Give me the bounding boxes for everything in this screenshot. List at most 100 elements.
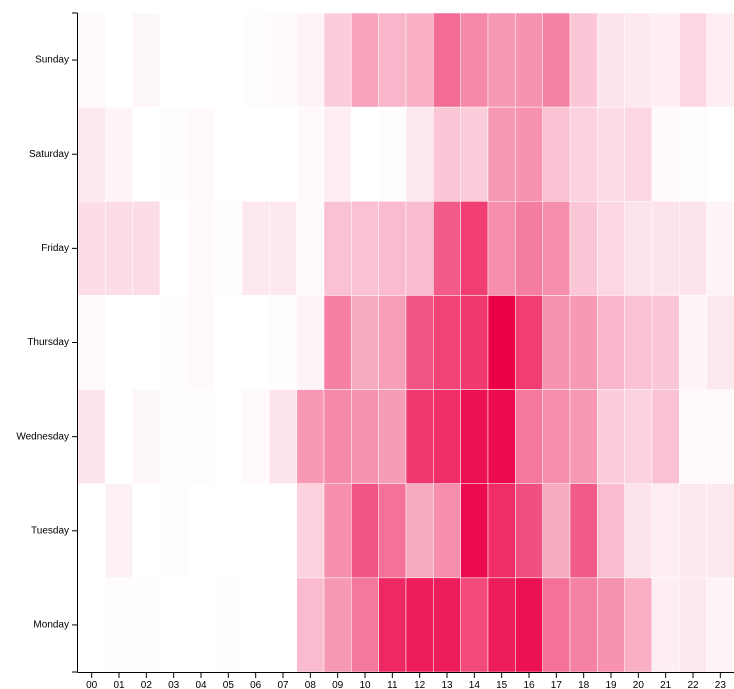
heatmap-cell-thursday-07 [269,295,297,390]
x-tick-label: 21 [660,680,672,689]
heatmap-cell-tuesday-09 [323,483,352,579]
heatmap-cell-thursday-03 [159,295,188,390]
x-tick-label: 19 [605,680,617,689]
heatmap-cell-wednesday-00 [77,389,106,484]
x-tick-label: 16 [523,680,535,689]
heatmap-cell-sunday-07 [269,12,297,108]
heatmap-cell-saturday-08 [296,106,325,202]
y-tick-label: Tuesday [31,525,69,536]
heatmap-cell-tuesday-04 [187,483,215,579]
x-tick-label: 10 [359,680,371,689]
heatmap-cell-wednesday-21 [651,389,680,484]
heatmap-cell-saturday-10 [351,106,379,202]
heatmap-cell-sunday-20 [624,12,653,108]
heatmap-cell-thursday-20 [624,295,653,390]
heatmap-cell-saturday-00 [77,106,106,202]
y-tick-label: Saturday [29,149,69,160]
x-tick-label: 15 [496,680,508,689]
x-tick-label: 05 [223,680,235,689]
heatmap-cell-monday-04 [187,577,215,673]
heatmap-cell-sunday-05 [214,12,243,108]
x-tick-label: 23 [715,680,727,689]
heatmap-cell-sunday-11 [378,12,407,108]
heatmap-cell-monday-17 [542,577,571,673]
heatmap-cell-friday-01 [105,201,133,296]
heatmap-cell-monday-03 [159,577,188,673]
heatmap-cell-sunday-09 [323,12,352,108]
heatmap-cell-tuesday-01 [105,483,133,579]
heatmap-cell-tuesday-20 [624,483,653,579]
heatmap-cell-wednesday-14 [460,389,489,484]
heatmap-cell-saturday-13 [433,106,461,202]
x-axis: 00 01 02 03 04 05 06 07 08 09 10 11 12 13 14 15 16 17 18 19… [77,672,734,689]
heatmap-cell-thursday-14 [460,295,489,390]
heatmap-cell-wednesday-03 [159,389,188,484]
heatmap-cell-friday-06 [241,201,270,296]
heatmap-cell-wednesday-15 [487,389,516,484]
heatmap-cell-saturday-04 [187,106,215,202]
y-tick-label: Sunday [35,55,69,66]
y-axis: Sunday Saturday Friday Thursday Wednesday Tue… [16,12,78,673]
heatmap-cell-saturday-21 [651,106,680,202]
heatmap-cell-saturday-19 [597,106,625,202]
heatmap-cell-thursday-06 [241,295,270,390]
x-tick-label: 03 [168,680,180,689]
x-tick-label: 01 [113,680,125,689]
heatmap-cell-thursday-16 [515,295,543,390]
heatmap-cell-friday-11 [378,201,407,296]
heatmap-cell-tuesday-17 [542,483,571,579]
heatmap-cell-monday-08 [296,577,325,673]
y-tick-label: Monday [33,620,69,631]
heatmap-cell-friday-12 [405,201,434,296]
heatmap-cell-sunday-03 [159,12,188,108]
heatmap-cell-thursday-21 [651,295,680,390]
heatmap-cell-thursday-15 [487,295,516,390]
x-tick-label: 07 [277,680,289,689]
heatmap-cell-friday-08 [296,201,325,296]
heatmap-cell-wednesday-23 [706,389,734,484]
heatmap-cell-tuesday-14 [460,483,489,579]
heatmap-cell-friday-21 [651,201,680,296]
x-tick-label: 13 [441,680,453,689]
heatmap-cell-thursday-04 [187,295,215,390]
heatmap-cell-tuesday-12 [405,483,434,579]
heatmap-cell-tuesday-16 [515,483,543,579]
heatmap-cell-monday-05 [214,577,243,673]
x-tick-label: 06 [250,680,262,689]
heatmap-cell-tuesday-06 [241,483,270,579]
heatmap-cell-monday-11 [378,577,407,673]
x-tick-label: 11 [387,680,398,689]
heatmap-cell-tuesday-18 [569,483,598,579]
heatmap-cell-tuesday-02 [132,483,161,579]
heatmap-cell-tuesday-10 [351,483,379,579]
heatmap-cell-monday-06 [241,577,270,673]
heatmap-cell-monday-13 [433,577,461,673]
heatmap-cell-saturday-17 [542,106,571,202]
heatmap-cell-sunday-22 [679,12,707,108]
heatmap-cell-sunday-01 [105,12,133,108]
heatmap-cell-monday-16 [515,577,543,673]
heatmap-cell-saturday-02 [132,106,161,202]
heatmap-cell-wednesday-13 [433,389,461,484]
heatmap-cell-friday-05 [214,201,243,296]
heatmap-cell-wednesday-18 [569,389,598,484]
heatmap-cell-tuesday-23 [706,483,734,579]
heatmap-cell-wednesday-09 [323,389,352,484]
heatmap-cell-saturday-03 [159,106,188,202]
heatmap-cell-thursday-01 [105,295,133,390]
heatmap-cell-wednesday-17 [542,389,571,484]
heatmap-cell-tuesday-19 [597,483,625,579]
heatmap-cell-tuesday-03 [159,483,188,579]
heatmap-cell-monday-01 [105,577,133,673]
heatmap-cell-friday-13 [433,201,461,296]
x-tick-label: 00 [86,680,98,689]
heatmap-cell-wednesday-16 [515,389,543,484]
heatmap-cell-monday-10 [351,577,379,673]
x-tick-label: 02 [141,680,153,689]
heatmap-cell-saturday-20 [624,106,653,202]
heatmap-cell-monday-15 [487,577,516,673]
heatmap-cell-tuesday-05 [214,483,243,579]
heatmap-cell-sunday-08 [296,12,325,108]
heatmap-cell-saturday-22 [679,106,707,202]
